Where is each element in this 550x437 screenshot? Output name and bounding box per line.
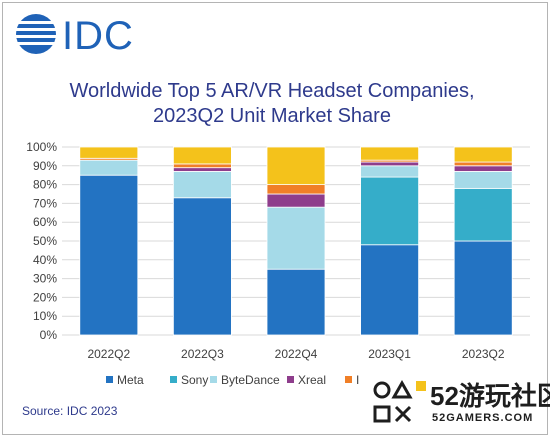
y-tick-label: 40% bbox=[33, 253, 57, 267]
bar-segment bbox=[266, 184, 326, 195]
legend-swatch bbox=[170, 376, 177, 383]
bar-segment bbox=[172, 167, 232, 172]
x-tick-label: 2023Q2 bbox=[462, 347, 505, 361]
source-note: Source: IDC 2023 bbox=[22, 404, 118, 418]
bar-segment bbox=[172, 197, 232, 336]
bar-segment bbox=[266, 206, 326, 270]
bar-segment bbox=[360, 161, 420, 167]
bar-segment bbox=[79, 146, 139, 159]
bar-segment bbox=[453, 187, 513, 242]
y-tick-label: 80% bbox=[33, 178, 57, 192]
legend-label: Meta bbox=[117, 373, 144, 387]
watermark-site: 52GAMERS.COM bbox=[432, 412, 534, 424]
legend-swatch bbox=[287, 376, 294, 383]
legend-swatch bbox=[345, 376, 352, 383]
bar-segment bbox=[453, 161, 513, 167]
y-tick-label: 90% bbox=[33, 159, 57, 173]
idc-logo: IDC bbox=[14, 12, 164, 58]
legend-label: ByteDance bbox=[221, 373, 280, 387]
bar-segment bbox=[360, 146, 420, 161]
legend-label: Sony bbox=[181, 373, 208, 387]
x-tick-label: 2023Q1 bbox=[368, 347, 411, 361]
bar-segment bbox=[172, 146, 232, 165]
bar-segment bbox=[266, 146, 326, 185]
bar-segment bbox=[360, 165, 420, 178]
y-tick-label: 60% bbox=[33, 215, 57, 229]
bar-segment bbox=[453, 165, 513, 172]
bar-segment bbox=[266, 268, 326, 336]
bar-segment bbox=[79, 159, 139, 176]
bar-segment bbox=[172, 163, 232, 169]
chart-title-line-2: 2023Q2 Unit Market Share bbox=[153, 105, 391, 127]
x-tick-label: 2022Q3 bbox=[181, 347, 224, 361]
bar-segment bbox=[453, 146, 513, 163]
bar-segment bbox=[360, 176, 420, 246]
bar-segment bbox=[172, 171, 232, 199]
chart-title-line-1: Worldwide Top 5 AR/VR Headset Companies, bbox=[69, 80, 475, 102]
y-tick-label: 70% bbox=[33, 196, 57, 210]
gamepad-symbols-icon bbox=[373, 379, 426, 423]
y-tick-label: 50% bbox=[33, 234, 57, 248]
y-tick-label: 30% bbox=[33, 272, 57, 286]
x-tick-label: 2022Q4 bbox=[275, 347, 318, 361]
y-tick-label: 100% bbox=[26, 140, 57, 154]
bar-segment bbox=[453, 240, 513, 336]
legend-label: Xreal bbox=[298, 373, 326, 387]
watermark-brand: 52游玩社区 bbox=[430, 381, 550, 411]
watermark: 52游玩社区 52GAMERS.COM bbox=[360, 372, 550, 434]
bar-segment bbox=[453, 171, 513, 189]
bar-segment bbox=[79, 174, 139, 336]
legend-swatch bbox=[210, 376, 217, 383]
y-tick-label: 0% bbox=[40, 328, 58, 342]
globe-icon bbox=[16, 14, 56, 54]
logo-text: IDC bbox=[62, 14, 134, 58]
y-tick-label: 20% bbox=[33, 290, 57, 304]
legend-label: I bbox=[356, 373, 359, 387]
bar-segment bbox=[360, 244, 420, 336]
bar-segment bbox=[266, 193, 326, 208]
legend-swatch bbox=[106, 376, 113, 383]
y-tick-label: 10% bbox=[33, 309, 57, 323]
x-tick-label: 2022Q2 bbox=[87, 347, 130, 361]
